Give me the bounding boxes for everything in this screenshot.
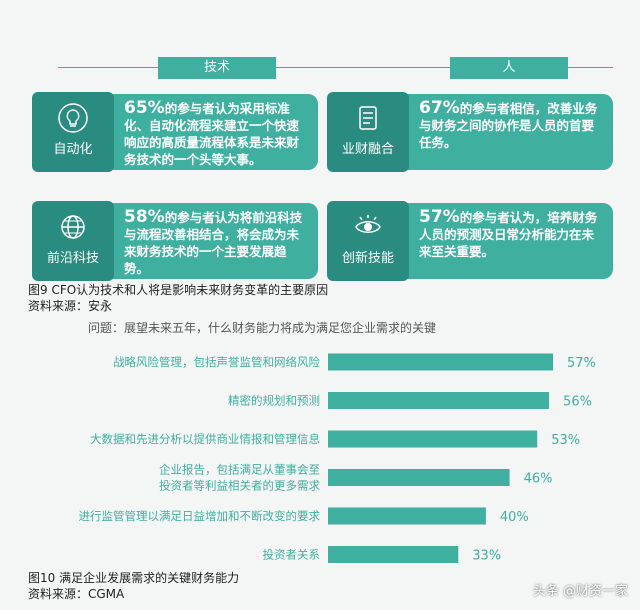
bar-2 xyxy=(328,430,538,448)
figure-10-source: 资料来源：CGMA xyxy=(28,587,125,601)
bar-value-label: 46% xyxy=(524,472,553,487)
eye-icon xyxy=(327,211,409,243)
globe-icon xyxy=(32,211,114,243)
card-percent: 67% xyxy=(419,98,460,118)
bar-value-label: 56% xyxy=(563,395,592,410)
category-label: 战略风险管理，包括声誉监管和网络风险 xyxy=(113,355,320,369)
chart-question: 问题：展望未来五年，什么财务能力将成为满足您企业需求的关键 xyxy=(88,320,436,335)
card-percent: 57% xyxy=(419,207,460,227)
figure-9-caption: 图9 CFO认为技术和人将是影响未来财务变革的主要原因 xyxy=(28,283,329,297)
card-frontier-tech: 前沿科技 58%的参与者认为将前沿科技与流程改善相结合，将会成为未来财务技术的一… xyxy=(32,201,318,281)
card-text: 57%的参与者认为，培养财务人员的预测及日常分析能力在未来至关重要。 xyxy=(419,209,603,260)
badge-label: 创新技能 xyxy=(341,251,394,266)
figure-10-caption: 图10 满足企业发展需求的关键财务能力 xyxy=(28,571,240,585)
category-label: 大数据和先进分析以提供商业情报和管理信息 xyxy=(90,432,320,446)
card-text: 65%的参与者认为采用标准化、自动化流程来建立一个快速响应的高质量流程体系是未来… xyxy=(124,100,308,168)
card-percent: 65% xyxy=(124,98,165,118)
category-label: 企业报告，包括满足从董事会至 xyxy=(159,463,320,477)
card-text: 58%的参与者认为将前沿科技与流程改善相结合，将会成为未来财务技术的一个主要发展… xyxy=(124,209,308,277)
badge-frontier-tech: 前沿科技 xyxy=(32,201,114,281)
header-tech: 技术 xyxy=(58,57,371,79)
badge-label: 自动化 xyxy=(53,142,93,157)
card-text: 67%的参与者相信，改善业务与财务之间的协作是人员的首要任务。 xyxy=(419,100,603,151)
watermark: 头条 @财资一家 xyxy=(532,584,628,599)
bar-0 xyxy=(328,353,553,371)
bar-3 xyxy=(328,469,510,486)
bar-value-label: 33% xyxy=(472,549,501,564)
document-icon xyxy=(327,102,409,134)
badge-automation: 自动化 xyxy=(32,92,114,172)
capability-bar-chart: 问题：展望未来五年，什么财务能力将成为满足您企业需求的关键 57% 战略风险管理，包… xyxy=(79,320,596,564)
card-body: 的参与者认为，培养财务人员的预测及日常分析能力在未来至关重要。 xyxy=(419,210,598,259)
bar-value-label: 53% xyxy=(551,433,580,448)
bar-value-label: 57% xyxy=(567,356,596,371)
card-automation: 自动化 65%的参与者认为采用标准化、自动化流程来建立一个快速响应的高质量流程体… xyxy=(32,92,318,172)
header-people: 人 xyxy=(350,57,613,79)
card-body: 的参与者认为将前沿科技与流程改善相结合，将会成为未来财务技术的一个主要发展趋势。 xyxy=(124,210,303,276)
card-body: 的参与者相信，改善业务与财务之间的协作是人员的首要任务。 xyxy=(419,101,598,150)
figure-9-source: 资料来源：安永 xyxy=(28,299,113,313)
category-label: 投资者关系 xyxy=(263,548,321,562)
card-innovation-skills: 创新技能 57%的参与者认为，培养财务人员的预测及日常分析能力在未来至关重要。 xyxy=(327,201,613,281)
card-body: 的参与者认为采用标准化、自动化流程来建立一个快速响应的高质量流程体系是未来财务技… xyxy=(124,101,300,167)
badge-label: 业财融合 xyxy=(341,142,394,157)
badge-integration: 业财融合 xyxy=(327,92,409,172)
badge-label: 前沿科技 xyxy=(46,251,99,266)
bar-4 xyxy=(328,507,486,525)
category-label: 投资者等利益相关者的更多需求 xyxy=(159,479,320,493)
lightbulb-icon xyxy=(32,102,114,134)
bar-5 xyxy=(328,546,459,563)
category-label: 进行监管管理以满足日益增加和不断改变的要求 xyxy=(79,509,321,523)
bar-value-label: 40% xyxy=(500,510,529,525)
card-integration: 业财融合 67%的参与者相信，改善业务与财务之间的协作是人员的首要任务。 xyxy=(327,92,613,172)
card-percent: 58% xyxy=(124,207,165,227)
category-label: 精密的规划和预测 xyxy=(228,394,320,408)
badge-innovation-skills: 创新技能 xyxy=(327,201,409,281)
bar-1 xyxy=(328,392,550,409)
